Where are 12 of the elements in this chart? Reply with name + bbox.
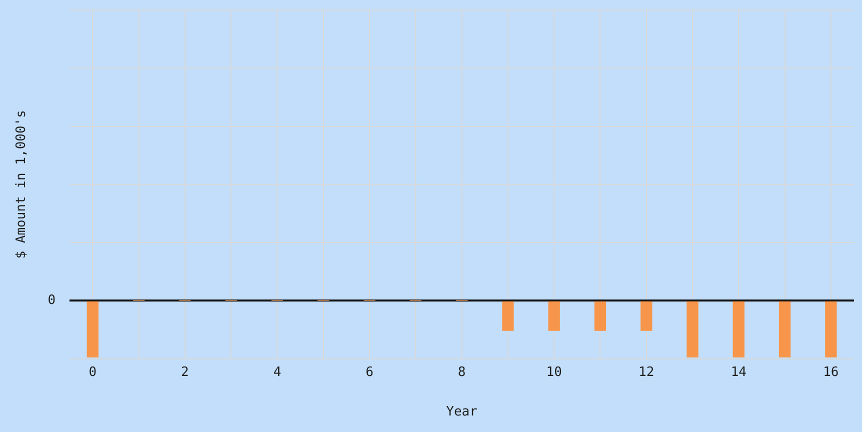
x-tick-label: 14 (730, 364, 747, 380)
x-tick-label: 2 (181, 364, 189, 380)
x-tick-label: 0 (88, 364, 97, 380)
text: 0 (48, 293, 56, 308)
x-tick-label: 12 (638, 364, 654, 380)
x-tick-label: 10 (546, 364, 562, 380)
x-tick-label: 6 (366, 364, 374, 380)
x-tick-label: 16 (823, 364, 839, 380)
x-axis-title: Year (446, 404, 478, 420)
x-tick-label: 4 (273, 364, 282, 380)
x-tick-label: 8 (458, 364, 466, 380)
y-axis-title: $ Amount in 1,000's (14, 110, 30, 259)
